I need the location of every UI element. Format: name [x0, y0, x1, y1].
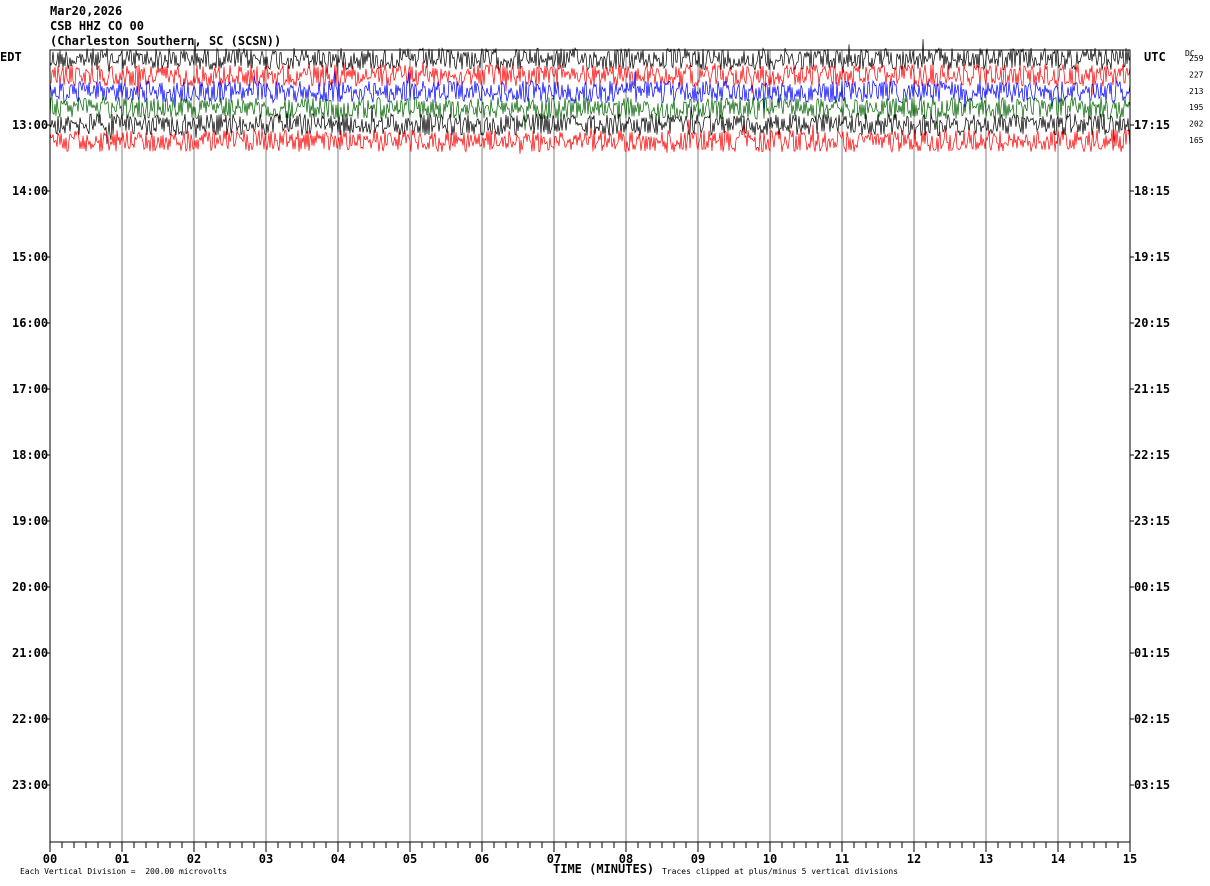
- row-label-utc-2: 19:15: [1134, 250, 1170, 264]
- x-axis-title: TIME (MINUTES): [553, 862, 655, 876]
- x-tick-label-15: 15: [1123, 852, 1137, 866]
- trace-dc-value-1: 259: [1189, 54, 1204, 63]
- seismic-trace-2: [49, 61, 1131, 96]
- row-label-local-6: 19:00: [12, 514, 48, 528]
- scale-note: Each Vertical Division = 200.00 microvol…: [20, 867, 228, 876]
- trace-dc-value-2: 227: [1189, 70, 1204, 79]
- row-label-local-4: 17:00: [12, 382, 48, 396]
- x-tick-label-10: 10: [763, 852, 777, 866]
- x-tick-label-12: 12: [907, 852, 921, 866]
- x-tick-label-03: 03: [259, 852, 273, 866]
- dc-label: DC: [1185, 49, 1195, 58]
- trace-dc-value-6: 165: [1189, 136, 1204, 145]
- seismic-trace-5: [49, 105, 1131, 147]
- row-label-local-2: 15:00: [12, 250, 48, 264]
- trace-dc-value-4: 195: [1189, 103, 1204, 112]
- row-label-utc-6: 23:15: [1134, 514, 1170, 528]
- x-tick-label-14: 14: [1051, 852, 1065, 866]
- x-tick-label-07: 07: [547, 852, 561, 866]
- x-tick-label-00: 00: [43, 852, 57, 866]
- plot-date: Mar20,2026: [50, 4, 123, 18]
- x-tick-label-05: 05: [403, 852, 417, 866]
- seismic-trace-1: [49, 38, 1131, 77]
- row-label-utc-10: 03:15: [1134, 778, 1170, 792]
- station-location: (Charleston Southern, SC (SCSN)): [50, 34, 282, 48]
- x-tick-label-11: 11: [835, 852, 849, 866]
- row-label-utc-4: 21:15: [1134, 382, 1170, 396]
- x-tick-label-02: 02: [187, 852, 201, 866]
- row-label-local-3: 16:00: [12, 316, 48, 330]
- row-label-utc-7: 00:15: [1134, 580, 1170, 594]
- row-label-local-5: 18:00: [12, 448, 48, 462]
- row-label-local-8: 21:00: [12, 646, 48, 660]
- row-label-utc-0: 17:15: [1134, 118, 1170, 132]
- x-tick-label-13: 13: [979, 852, 993, 866]
- right-timezone-label: UTC: [1144, 50, 1166, 64]
- station-code: CSB HHZ CO 00: [50, 19, 144, 33]
- seismic-trace-6: [49, 119, 1131, 154]
- x-tick-label-01: 01: [115, 852, 129, 866]
- row-label-local-1: 14:00: [12, 184, 48, 198]
- row-label-utc-5: 22:15: [1134, 448, 1170, 462]
- left-timezone-label: EDT: [0, 50, 22, 64]
- trace-dc-value-5: 202: [1189, 120, 1204, 129]
- clip-note: Traces clipped at plus/minus 5 vertical …: [662, 867, 899, 876]
- x-tick-label-09: 09: [691, 852, 705, 866]
- row-label-utc-1: 18:15: [1134, 184, 1170, 198]
- row-label-local-10: 23:00: [12, 778, 48, 792]
- trace-dc-value-3: 213: [1189, 87, 1204, 96]
- row-label-utc-9: 02:15: [1134, 712, 1170, 726]
- plot-frame: [49, 49, 1131, 843]
- row-label-utc-3: 20:15: [1134, 316, 1170, 330]
- row-label-utc-8: 01:15: [1134, 646, 1170, 660]
- x-tick-label-08: 08: [619, 852, 633, 866]
- row-label-local-9: 22:00: [12, 712, 48, 726]
- row-label-local-0: 13:00: [12, 118, 48, 132]
- row-label-local-7: 20:00: [12, 580, 48, 594]
- x-tick-label-04: 04: [331, 852, 345, 866]
- x-tick-label-06: 06: [475, 852, 489, 866]
- seismic-trace-3: [49, 71, 1131, 111]
